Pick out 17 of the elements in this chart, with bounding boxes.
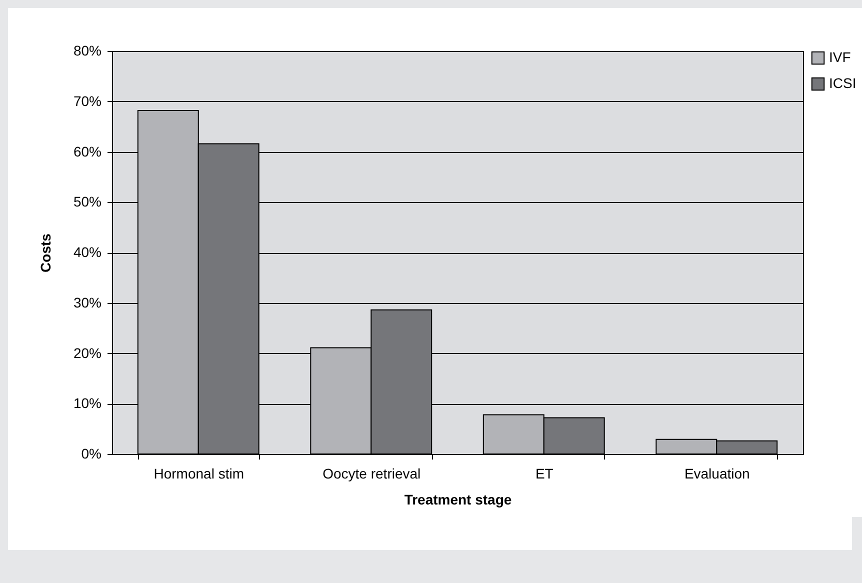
x-tick-label: Oocyte retrieval [322,466,421,482]
y-tick-label: 10% [73,395,102,412]
y-tick-label: 20% [73,344,102,361]
y-tick-label: 40% [73,244,102,260]
x-axis-title: Treatment stage [404,492,512,508]
y-tick-label: 50% [73,194,102,210]
x-tick-label: Evaluation [684,466,750,482]
y-tick-label: 70% [73,92,102,109]
x-tick-label: ET [535,466,554,482]
y-tick-label: 0% [81,446,102,462]
legend-label: IVF [829,49,851,65]
legend-label: ICSI [829,75,856,91]
y-tick-label: 60% [73,143,102,160]
y-tick-label: 30% [73,294,102,310]
y-axis-title: Costs [37,233,54,272]
x-tick-label: Hormonal stim [154,466,244,482]
y-tick-label: 80% [73,42,102,58]
